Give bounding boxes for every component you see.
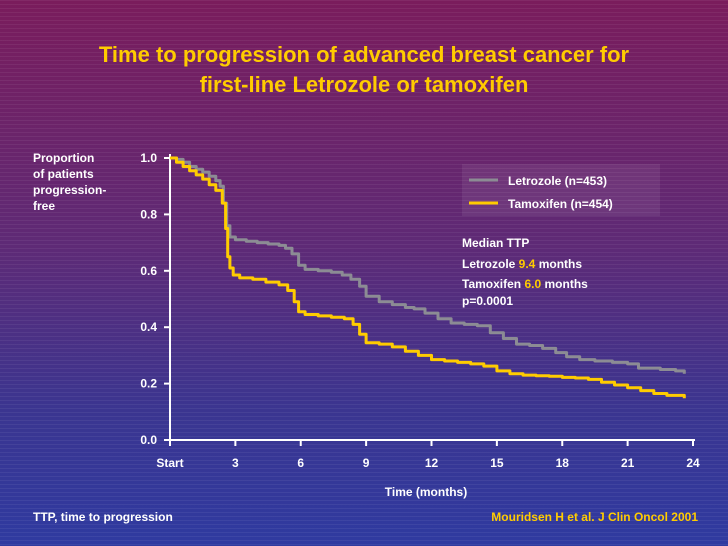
x-tick-label: 21 [621,456,635,470]
chart-title-line1: Time to progression of advanced breast c… [98,42,630,67]
axes: 0.0 0.2 0.4 0.6 0.8 1.0 Start 3 6 9 12 15 18 21 24 [140,151,700,470]
x-tick-label: 6 [297,456,304,470]
y-tick-label: 0.6 [140,264,157,278]
x-tick-label: 9 [363,456,370,470]
median-ttp-annotation: Median TTP Letrozole 9.4 months Tamoxife… [462,236,588,308]
letrozole-line [170,156,686,374]
y-axis-label-line: free [33,199,55,213]
annotation-pvalue: p=0.0001 [462,294,513,308]
tamoxifen-line [170,156,686,399]
y-axis-label: Proportion of patients progression-free [33,151,106,213]
y-axis-label-line: Proportion [33,151,94,165]
y-tick-label: 0.4 [140,320,157,334]
legend-label-tamoxifen: Tamoxifen (n=454) [508,197,613,211]
y-axis-label-line: of patients [33,167,94,181]
y-tick-label: 0.2 [140,377,157,391]
x-tick-label: 12 [425,456,439,470]
annotation-tamoxifen: Tamoxifen 6.0 months [462,277,588,291]
footer-abbreviation: TTP, time to progression [33,510,173,524]
annotation-heading: Median TTP [462,236,529,250]
chart-title: Time to progression of advanced breast c… [0,40,728,100]
y-tick-label: 0.8 [140,207,157,221]
legend: Letrozole (n=453) Tamoxifen (n=454) [462,164,660,216]
x-tick-label: 24 [686,456,700,470]
x-tick-label: 3 [232,456,239,470]
legend-label-letrozole: Letrozole (n=453) [508,174,607,188]
footer-citation: Mouridsen H et al. J Clin Oncol 2001 [491,510,698,524]
legend-box [462,164,660,216]
x-tick-label: 15 [490,456,504,470]
x-axis-label: Time (months) [385,485,467,499]
chart-title-line2: first-line Letrozole or tamoxifen [199,72,529,97]
y-tick-label: 0.0 [140,433,157,447]
x-tick-label: 18 [556,456,570,470]
x-tick-label: Start [156,456,183,470]
series-lines [170,156,686,399]
y-axis-label-line: progression- [33,183,106,197]
y-tick-label: 1.0 [140,151,157,165]
annotation-letrozole: Letrozole 9.4 months [462,257,582,271]
